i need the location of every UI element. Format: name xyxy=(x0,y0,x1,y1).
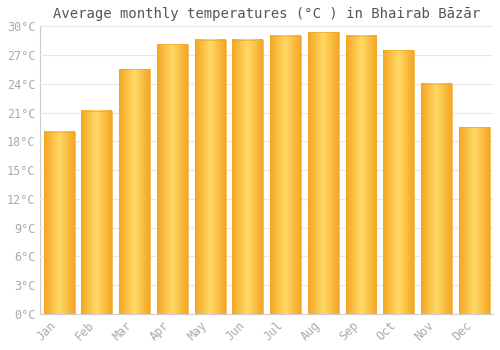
Title: Average monthly temperatures (°C ) in Bhairab Bāzār: Average monthly temperatures (°C ) in Bh… xyxy=(53,7,480,21)
Bar xyxy=(421,84,452,314)
Bar xyxy=(119,69,150,314)
Bar xyxy=(157,44,188,314)
Bar xyxy=(458,127,490,314)
Bar xyxy=(44,132,74,314)
Bar xyxy=(346,36,376,314)
Bar xyxy=(308,32,338,314)
Bar xyxy=(232,40,264,314)
Bar xyxy=(384,50,414,314)
Bar xyxy=(82,111,112,314)
Bar xyxy=(270,36,301,314)
Bar xyxy=(194,40,226,314)
